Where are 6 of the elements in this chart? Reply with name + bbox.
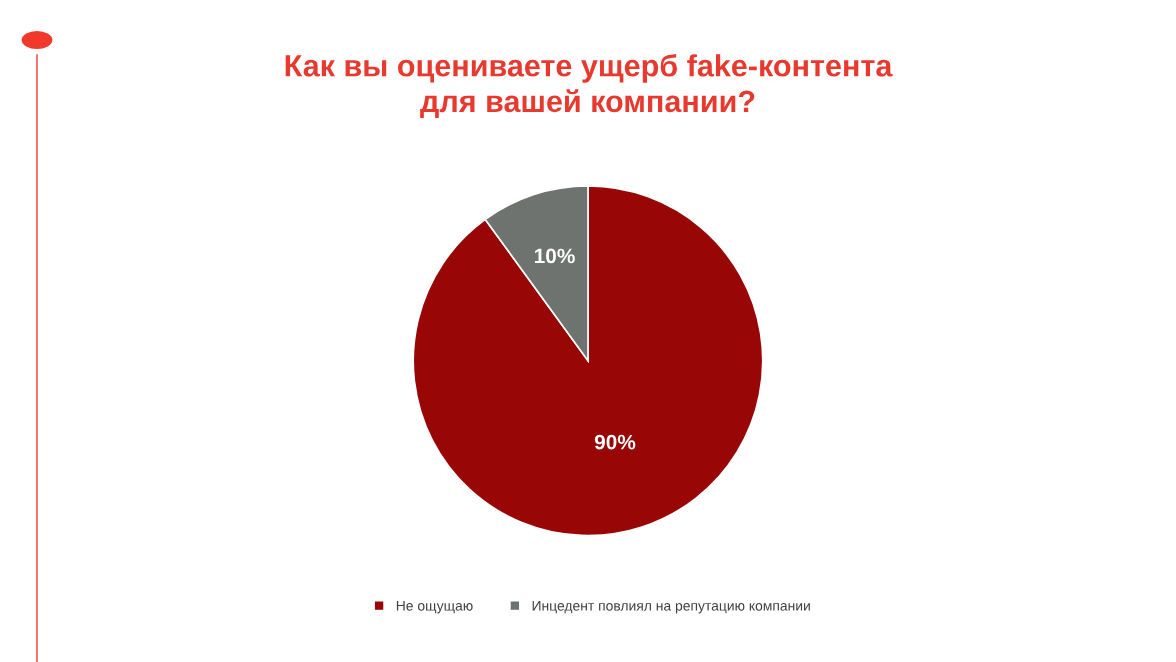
data-label: 10% <box>534 248 575 264</box>
legend-label: Не ощущаю <box>396 601 473 614</box>
legend-label: Инцедент повлиял на репутацию компании <box>532 601 810 614</box>
chart-title: Как вы оцениваете ущерб fake-контента для вашей компании? <box>285 53 893 118</box>
pie-slice <box>412 185 764 537</box>
data-label: 90% <box>594 434 636 450</box>
